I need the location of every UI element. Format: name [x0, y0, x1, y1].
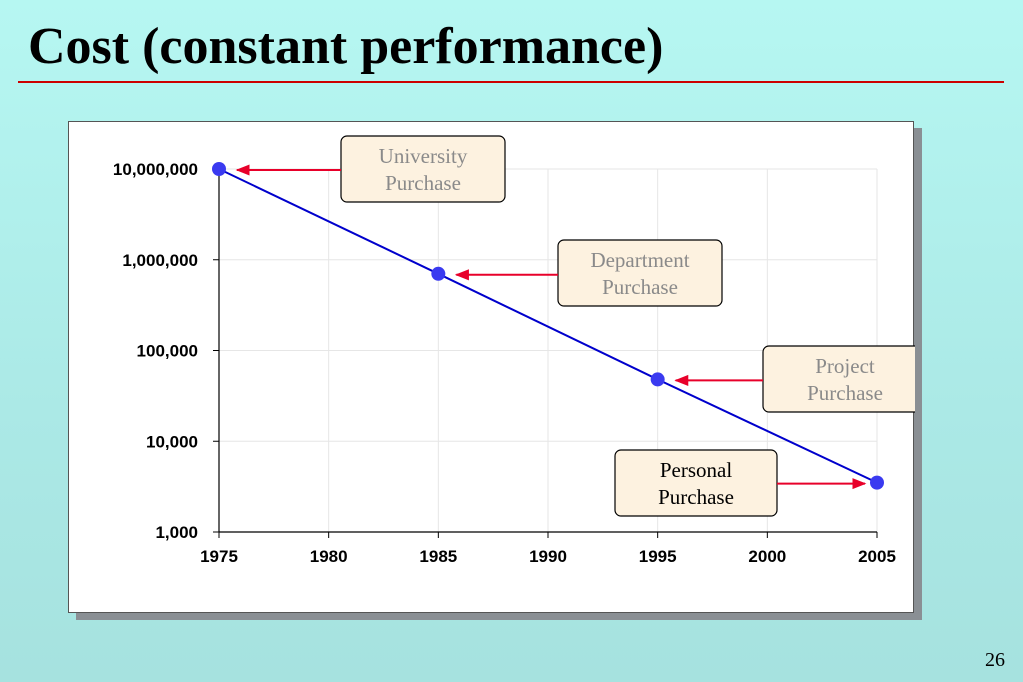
y-tick-label: 10,000,000: [113, 160, 198, 179]
data-point: [650, 372, 665, 387]
x-tick-label: 2000: [748, 547, 786, 566]
y-tick-label: 1,000: [155, 523, 198, 542]
x-tick-label: 1990: [529, 547, 567, 566]
annotation-label: Project: [815, 354, 875, 378]
annotation-label: Purchase: [385, 171, 461, 195]
annotation-label: Personal: [660, 458, 732, 482]
annotation-label: University: [379, 144, 468, 168]
series-line: [218, 168, 878, 484]
x-tick-label: 1995: [639, 547, 677, 566]
data-point: [431, 266, 446, 281]
annotation-label: Purchase: [807, 381, 883, 405]
y-tick-label: 100,000: [137, 342, 198, 361]
annotation-box: [557, 239, 723, 307]
annotation-label: Department: [590, 248, 689, 272]
cost-chart: 1975 1980 1985 1990 1995 2000 2005 1,000 10,000 1…: [113, 135, 915, 566]
annotation-label: Purchase: [658, 485, 734, 509]
y-tick-label: 10,000: [146, 432, 198, 451]
data-point: [870, 475, 884, 490]
x-tick-label: 1985: [419, 547, 457, 566]
x-tick-label: 1975: [200, 547, 238, 566]
title-underline: [18, 81, 1004, 83]
slide-title: Cost (constant performance): [28, 18, 664, 75]
y-tick-label: 1,000,000: [122, 251, 198, 270]
data-point: [212, 162, 226, 176]
page-number: 26: [985, 649, 1005, 671]
chart-frame: 1975 1980 1985 1990 1995 2000 2005 1,000 10,000 1…: [68, 121, 915, 613]
annotation-box: [762, 345, 915, 413]
x-tick-label: 2005: [858, 547, 896, 566]
x-tick-label: 1980: [310, 547, 348, 566]
annotation-label: Purchase: [602, 275, 678, 299]
